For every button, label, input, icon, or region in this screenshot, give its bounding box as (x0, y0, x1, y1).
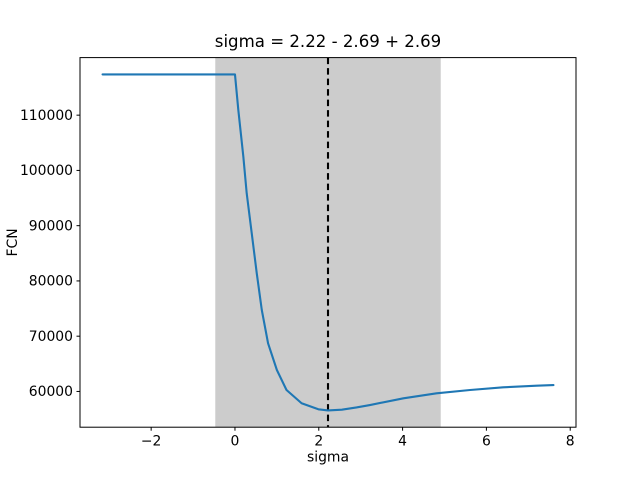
x-tick-label: 2 (314, 434, 323, 450)
x-tick-label: 8 (566, 434, 575, 450)
y-axis-label: FCN (5, 228, 21, 256)
y-tick-label: 80000 (29, 274, 73, 290)
plot-area: −2 0 2 4 6 8 60000 70000 80000 90000 100000 110000 (20, 57, 577, 450)
series-fcn-profile (101, 73, 555, 412)
axes-frame (79, 57, 577, 428)
y-tick-label: 110000 (20, 108, 73, 124)
x-tick-label: 0 (231, 434, 240, 450)
chart-title: sigma = 2.22 - 2.69 + 2.69 (215, 32, 441, 51)
x-tick-label: 6 (482, 434, 491, 450)
y-tick-label: 100000 (20, 163, 73, 179)
y-tick-label: 90000 (29, 218, 73, 234)
x-axis-label: sigma (307, 450, 349, 466)
y-tick-label: 60000 (29, 384, 73, 400)
x-tick-label: −2 (141, 434, 161, 450)
x-tick-label: 4 (398, 434, 407, 450)
y-tick-label: 70000 (29, 329, 73, 345)
